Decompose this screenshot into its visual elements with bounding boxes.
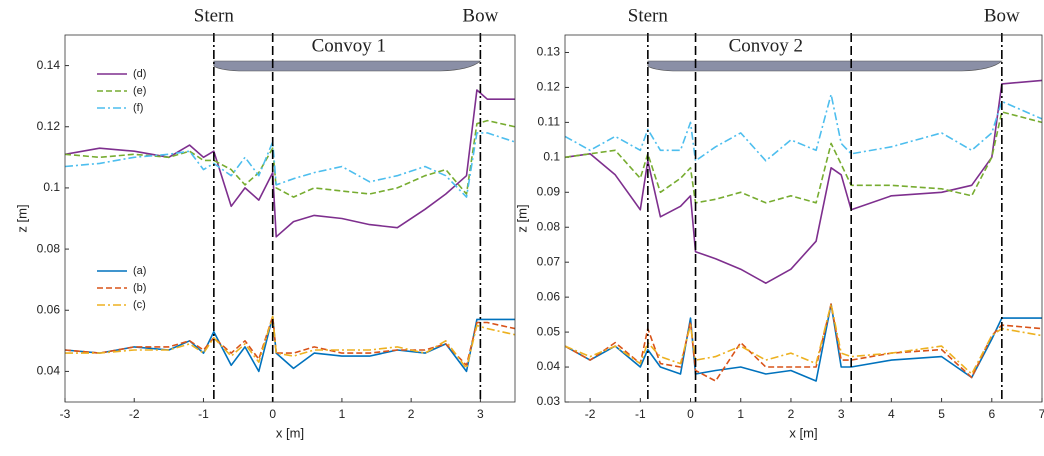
y-axis-label: z [m] [14, 204, 29, 232]
x-tick-label: 0 [687, 407, 694, 421]
plot-panel: 0.04 0.06 0.08 0.1 0.12 0.14 -3 -2 -1 0 1 2 3 x [m] z … [14, 5, 516, 440]
x-tick-label: 1 [339, 407, 346, 421]
plot-area [65, 35, 515, 402]
annotation: Convoy 1 [312, 35, 386, 56]
annotation: Stern [194, 5, 235, 26]
series-line [565, 303, 1042, 382]
x-axis-label: x [m] [789, 425, 817, 440]
series-line [65, 119, 515, 198]
y-tick-label: 0.08 [537, 219, 561, 233]
legend-label: (e) [133, 85, 146, 97]
series-line [565, 303, 1042, 382]
ship-hull [647, 60, 1003, 72]
x-tick-label: 1 [737, 407, 744, 421]
series-lines [65, 89, 515, 373]
x-tick-label: 4 [888, 407, 895, 421]
series-line [65, 132, 515, 198]
plot-area [565, 35, 1042, 402]
y-tick-label: 0.14 [37, 58, 61, 72]
x-tick-label: 3 [838, 407, 845, 421]
x-tick-label: 2 [788, 407, 795, 421]
x-tick-label: 7 [1039, 407, 1044, 421]
x-tick-label: 3 [477, 407, 484, 421]
annotation: Stern [628, 5, 669, 26]
ship-hull [213, 60, 482, 72]
x-tick-label: 6 [988, 407, 995, 421]
y-tick-label: 0.09 [537, 184, 561, 198]
x-tick-label: -1 [635, 407, 646, 421]
y-tick-label: 0.13 [537, 45, 561, 59]
x-tick-label: 2 [408, 407, 415, 421]
y-axis-label: z [m] [514, 204, 529, 232]
plot-panel: 0.03 0.04 0.05 0.06 0.07 0.08 0.09 0.1 0.11 0.12 0… [514, 5, 1044, 440]
y-tick-label: 0.06 [537, 289, 561, 303]
y-tick-label: 0.07 [537, 254, 561, 268]
series-line [565, 93, 1042, 162]
legend-label: (a) [133, 265, 146, 277]
x-axis-label: x [m] [276, 425, 304, 440]
x-tick-label: 0 [269, 407, 276, 421]
x-tick-label: -2 [585, 407, 596, 421]
series-line [65, 315, 515, 370]
series-line [65, 315, 515, 373]
y-tick-label: 0.04 [537, 359, 561, 373]
y-tick-label: 0.1 [43, 180, 60, 194]
legend-label: (c) [133, 299, 146, 311]
series-line [65, 89, 515, 238]
x-tick-label: -3 [60, 407, 71, 421]
y-tick-label: 0.11 [538, 115, 561, 129]
y-tick-label: 0.04 [37, 364, 61, 378]
annotation: Bow [462, 5, 498, 26]
legend-label: (d) [133, 68, 146, 80]
annotation: Bow [984, 5, 1020, 26]
annotation: Convoy 2 [729, 35, 803, 56]
x-tick-label: 5 [938, 407, 945, 421]
y-tick-label: 0.1 [543, 150, 560, 164]
series-line [565, 111, 1042, 204]
x-tick-label: -1 [198, 407, 209, 421]
y-tick-label: 0.03 [537, 394, 561, 408]
plot-frame [564, 34, 1043, 403]
series-line [565, 303, 1042, 375]
y-tick-label: 0.12 [37, 119, 61, 133]
y-tick-label: 0.05 [537, 324, 561, 338]
series-lines [565, 79, 1042, 382]
plot-frame [64, 34, 516, 403]
y-tick-label: 0.06 [37, 302, 61, 316]
y-tick-label: 0.08 [37, 241, 61, 255]
x-tick-label: -2 [129, 407, 140, 421]
legend-label: (b) [133, 282, 146, 294]
y-tick-label: 0.12 [537, 80, 561, 94]
legend-label: (f) [133, 102, 143, 114]
series-line [565, 79, 1042, 284]
